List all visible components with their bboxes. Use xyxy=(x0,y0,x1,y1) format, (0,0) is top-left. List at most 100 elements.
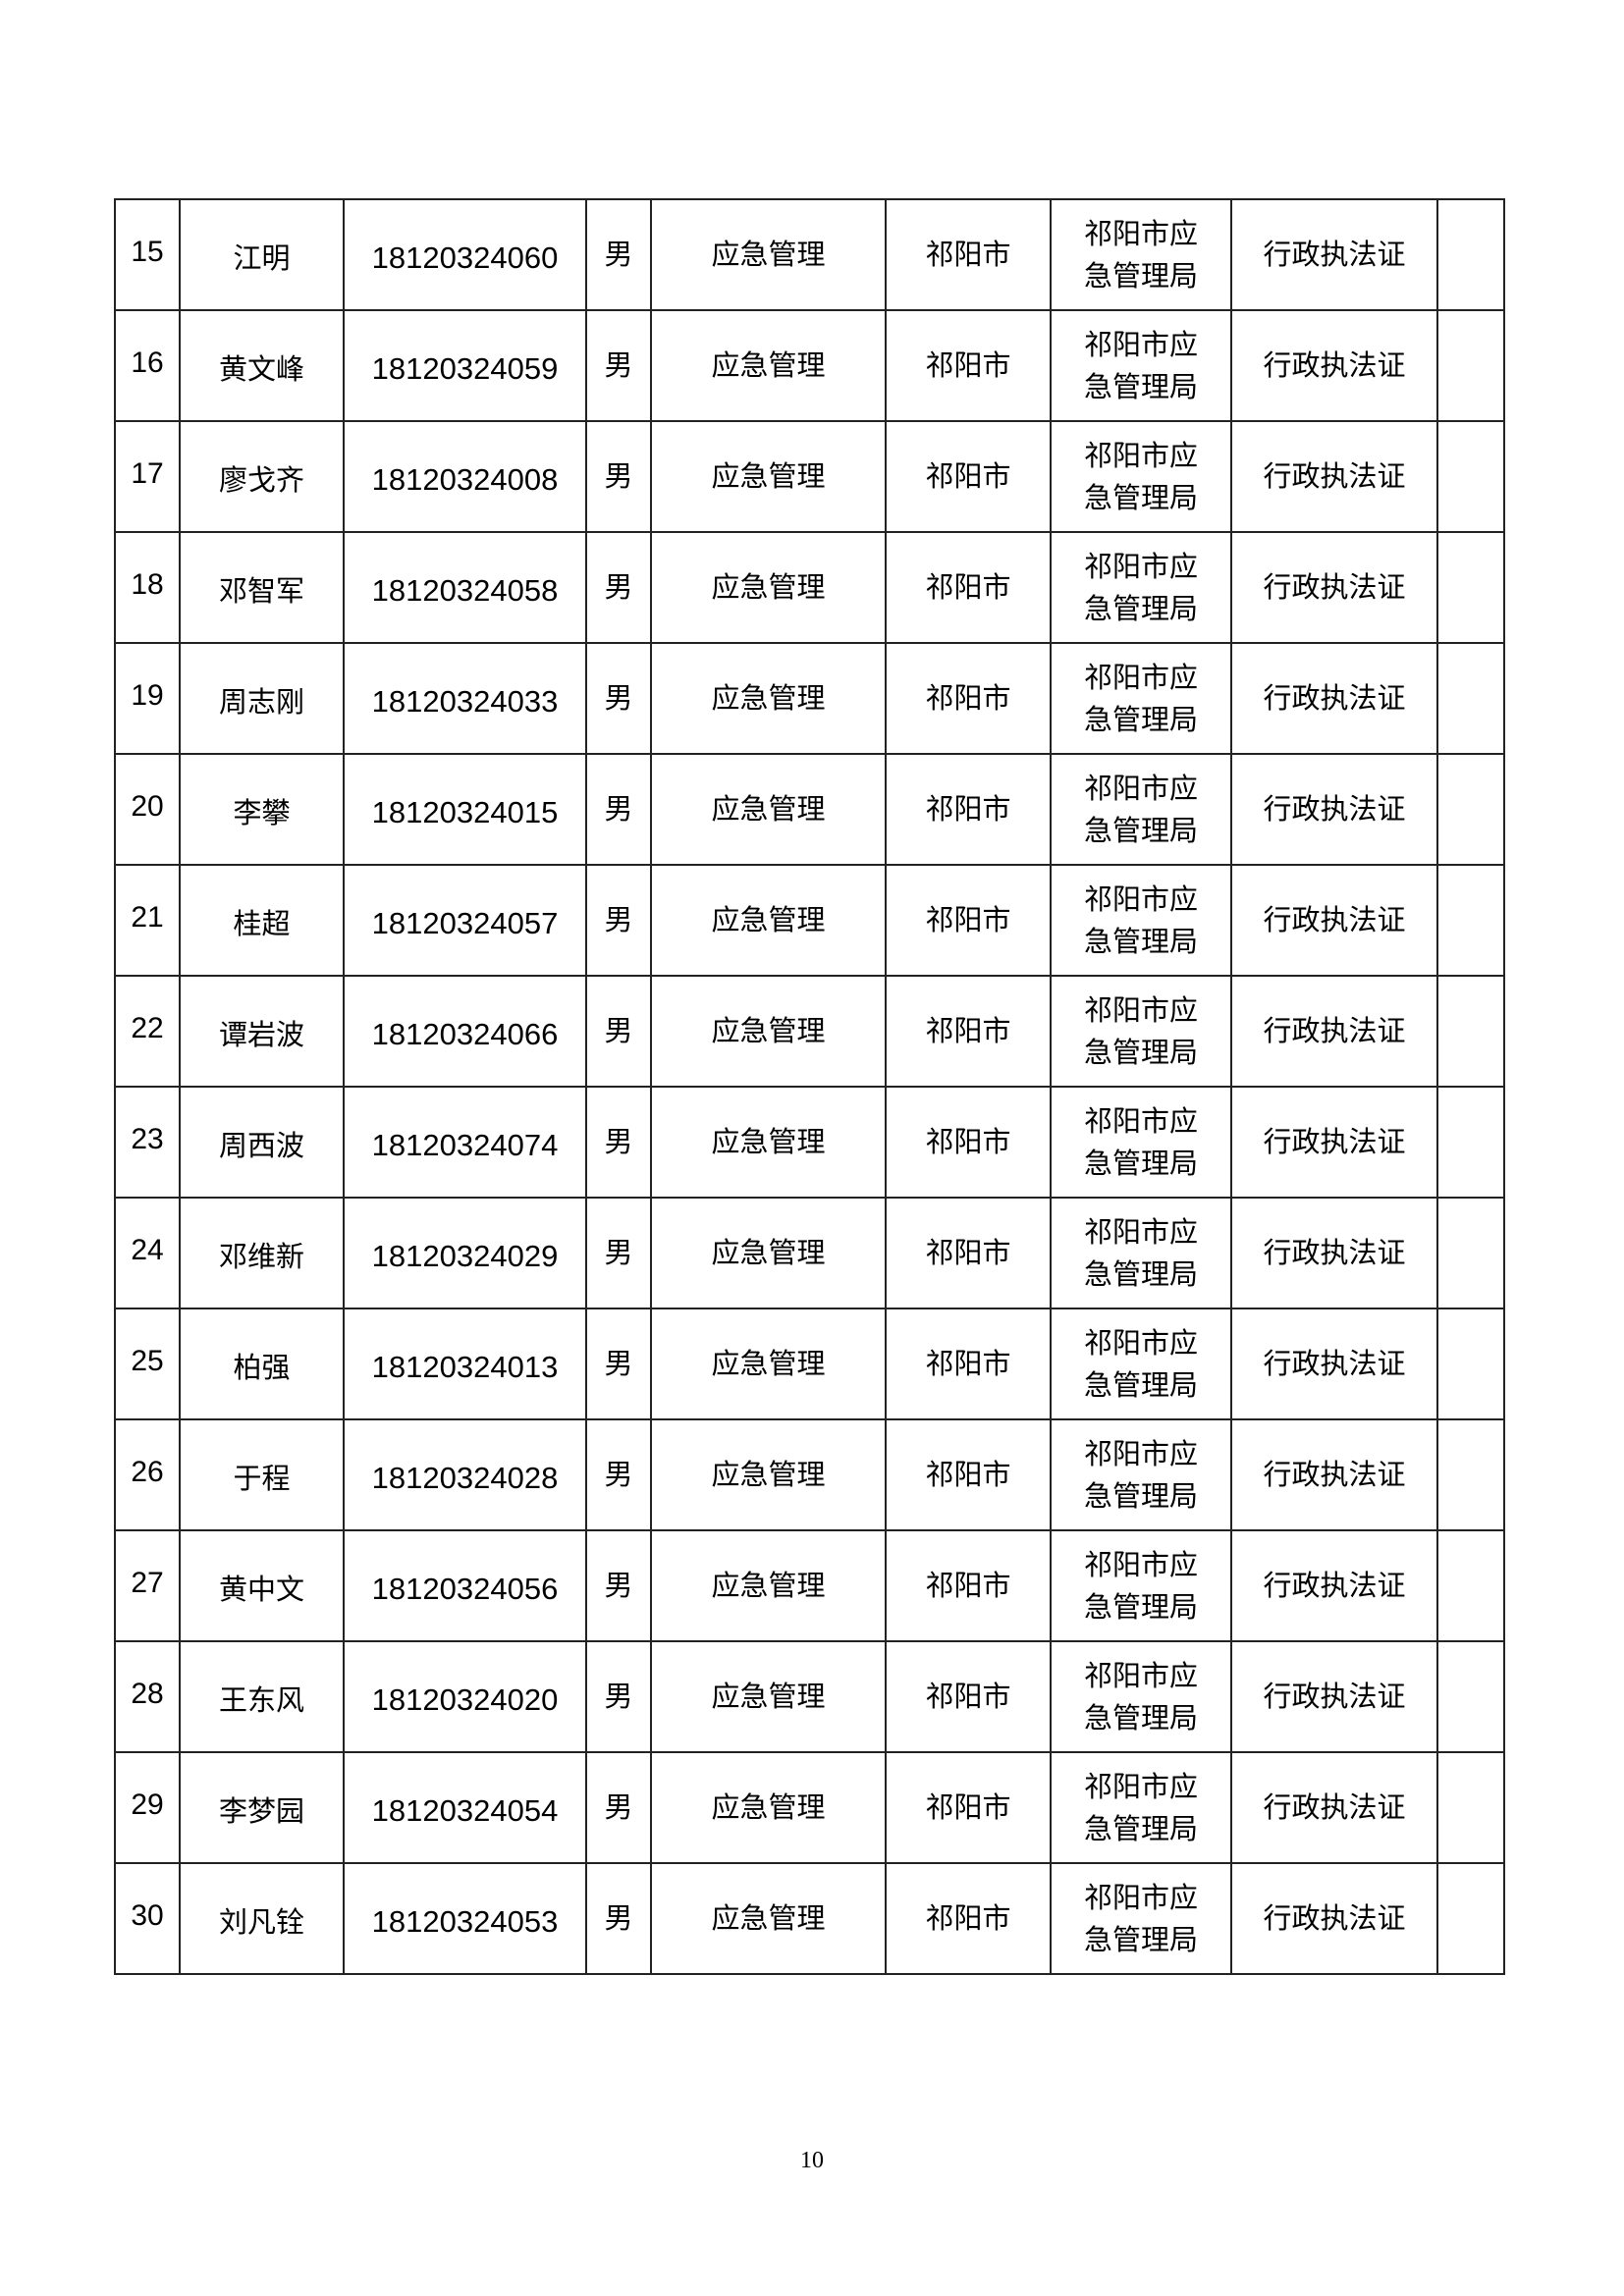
id-cell: 18120324074 xyxy=(343,1086,587,1199)
seq-cell: 17 xyxy=(114,420,181,533)
table-row: 23 周西波 18120324074 男应急管理 祁阳市 祁阳市应急管理局 行政执法证 xyxy=(114,1086,1505,1199)
field-cell: 应急管理 xyxy=(650,531,887,644)
region-cell: 祁阳市 xyxy=(885,753,1052,866)
table-row: 29 李梦园 18120324054 男应急管理 祁阳市 祁阳市应急管理局 行政执法证 xyxy=(114,1751,1505,1864)
remark-cell xyxy=(1436,531,1505,644)
region-cell: 祁阳市 xyxy=(885,1862,1052,1975)
unit-cell: 祁阳市应急管理局 xyxy=(1050,420,1232,533)
cert-cell: 行政执法证 xyxy=(1230,1418,1438,1531)
seq-cell: 25 xyxy=(114,1308,181,1420)
region-cell: 祁阳市 xyxy=(885,1751,1052,1864)
field-cell: 应急管理 xyxy=(650,309,887,422)
gender-cell: 男 xyxy=(585,1418,652,1531)
name-cell: 桂超 xyxy=(179,864,345,977)
cert-cell: 行政执法证 xyxy=(1230,309,1438,422)
seq-cell: 18 xyxy=(114,531,181,644)
seq-cell: 21 xyxy=(114,864,181,977)
unit-cell: 祁阳市应急管理局 xyxy=(1050,1308,1232,1420)
field-cell: 应急管理 xyxy=(650,642,887,755)
page-number: 10 xyxy=(800,2148,824,2173)
remark-cell xyxy=(1436,420,1505,533)
region-cell: 祁阳市 xyxy=(885,864,1052,977)
region-cell: 祁阳市 xyxy=(885,1197,1052,1309)
field-cell: 应急管理 xyxy=(650,1086,887,1199)
name-cell: 王东风 xyxy=(179,1640,345,1753)
table-row: 24 邓维新 18120324029 男应急管理 祁阳市 祁阳市应急管理局 行政执法证 xyxy=(114,1197,1505,1309)
table-row: 18 邓智军 18120324058 男应急管理 祁阳市 祁阳市应急管理局 行政执法证 xyxy=(114,531,1505,644)
field-cell: 应急管理 xyxy=(650,753,887,866)
gender-cell: 男 xyxy=(585,1751,652,1864)
gender-cell: 男 xyxy=(585,198,652,311)
table-row: 22 谭岩波 18120324066 男应急管理 祁阳市 祁阳市应急管理局 行政执法证 xyxy=(114,975,1505,1088)
gender-cell: 男 xyxy=(585,642,652,755)
name-cell: 周西波 xyxy=(179,1086,345,1199)
id-cell: 18120324059 xyxy=(343,309,587,422)
cert-cell: 行政执法证 xyxy=(1230,1086,1438,1199)
cert-cell: 行政执法证 xyxy=(1230,198,1438,311)
seq-cell: 30 xyxy=(114,1862,181,1975)
seq-cell: 15 xyxy=(114,198,181,311)
id-cell: 18120324053 xyxy=(343,1862,587,1975)
remark-cell xyxy=(1436,1640,1505,1753)
region-cell: 祁阳市 xyxy=(885,198,1052,311)
seq-cell: 16 xyxy=(114,309,181,422)
field-cell: 应急管理 xyxy=(650,1751,887,1864)
unit-cell: 祁阳市应急管理局 xyxy=(1050,1418,1232,1531)
gender-cell: 男 xyxy=(585,1308,652,1420)
id-cell: 18120324056 xyxy=(343,1529,587,1642)
id-cell: 18120324013 xyxy=(343,1308,587,1420)
region-cell: 祁阳市 xyxy=(885,1308,1052,1420)
id-cell: 18120324020 xyxy=(343,1640,587,1753)
name-cell: 廖戈齐 xyxy=(179,420,345,533)
seq-cell: 26 xyxy=(114,1418,181,1531)
seq-cell: 27 xyxy=(114,1529,181,1642)
field-cell: 应急管理 xyxy=(650,1308,887,1420)
unit-cell: 祁阳市应急管理局 xyxy=(1050,1197,1232,1309)
seq-cell: 29 xyxy=(114,1751,181,1864)
gender-cell: 男 xyxy=(585,1197,652,1309)
table-row: 21 桂超 18120324057 男应急管理 祁阳市 祁阳市应急管理局 行政执法证 xyxy=(114,864,1505,977)
unit-cell: 祁阳市应急管理局 xyxy=(1050,975,1232,1088)
remark-cell xyxy=(1436,1862,1505,1975)
remark-cell xyxy=(1436,1418,1505,1531)
name-cell: 柏强 xyxy=(179,1308,345,1420)
unit-cell: 祁阳市应急管理局 xyxy=(1050,1862,1232,1975)
gender-cell: 男 xyxy=(585,864,652,977)
region-cell: 祁阳市 xyxy=(885,1640,1052,1753)
remark-cell xyxy=(1436,1086,1505,1199)
remark-cell xyxy=(1436,198,1505,311)
name-cell: 黄文峰 xyxy=(179,309,345,422)
field-cell: 应急管理 xyxy=(650,1197,887,1309)
remark-cell xyxy=(1436,1197,1505,1309)
id-cell: 18120324057 xyxy=(343,864,587,977)
remark-cell xyxy=(1436,642,1505,755)
seq-cell: 22 xyxy=(114,975,181,1088)
gender-cell: 男 xyxy=(585,1086,652,1199)
name-cell: 邓维新 xyxy=(179,1197,345,1309)
table-row: 19 周志刚 18120324033 男应急管理 祁阳市 祁阳市应急管理局 行政执法证 xyxy=(114,642,1505,755)
cert-cell: 行政执法证 xyxy=(1230,975,1438,1088)
unit-cell: 祁阳市应急管理局 xyxy=(1050,642,1232,755)
cert-cell: 行政执法证 xyxy=(1230,1197,1438,1309)
region-cell: 祁阳市 xyxy=(885,642,1052,755)
cert-cell: 行政执法证 xyxy=(1230,864,1438,977)
region-cell: 祁阳市 xyxy=(885,531,1052,644)
table-row: 16 黄文峰 18120324059 男应急管理 祁阳市 祁阳市应急管理局 行政执法证 xyxy=(114,309,1505,422)
region-cell: 祁阳市 xyxy=(885,1086,1052,1199)
unit-cell: 祁阳市应急管理局 xyxy=(1050,753,1232,866)
table-row: 28 王东风 18120324020 男应急管理 祁阳市 祁阳市应急管理局 行政执法证 xyxy=(114,1640,1505,1753)
cert-cell: 行政执法证 xyxy=(1230,1308,1438,1420)
unit-cell: 祁阳市应急管理局 xyxy=(1050,198,1232,311)
unit-cell: 祁阳市应急管理局 xyxy=(1050,1086,1232,1199)
id-cell: 18120324066 xyxy=(343,975,587,1088)
name-cell: 李攀 xyxy=(179,753,345,866)
unit-cell: 祁阳市应急管理局 xyxy=(1050,531,1232,644)
unit-cell: 祁阳市应急管理局 xyxy=(1050,309,1232,422)
field-cell: 应急管理 xyxy=(650,975,887,1088)
region-cell: 祁阳市 xyxy=(885,1529,1052,1642)
unit-cell: 祁阳市应急管理局 xyxy=(1050,1640,1232,1753)
table-row: 15 江明 18120324060 男应急管理 祁阳市 祁阳市应急管理局 行政执法证 xyxy=(114,198,1505,311)
seq-cell: 24 xyxy=(114,1197,181,1309)
id-cell: 18120324033 xyxy=(343,642,587,755)
unit-cell: 祁阳市应急管理局 xyxy=(1050,1529,1232,1642)
